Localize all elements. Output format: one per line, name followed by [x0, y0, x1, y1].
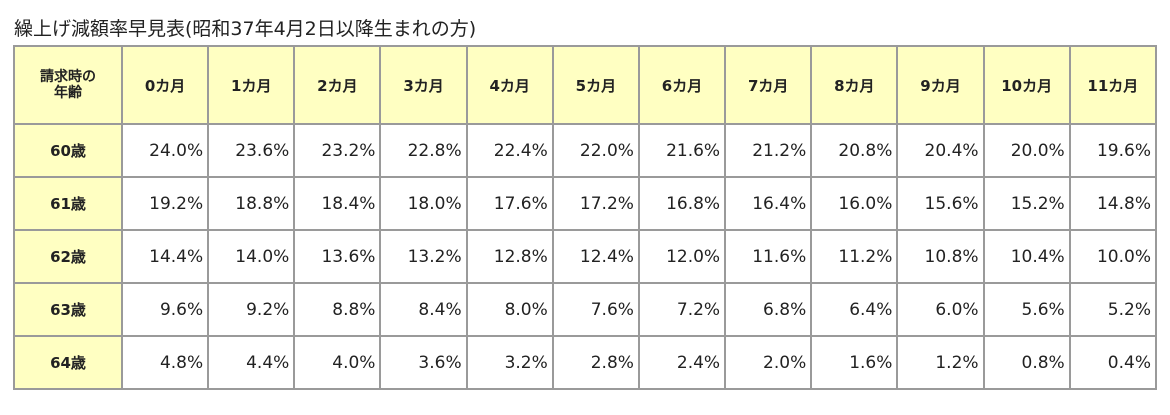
age-cell: 64歳 [13, 335, 123, 390]
header-cell: 7カ月 [724, 45, 813, 125]
rate-cell: 12.4% [551, 229, 640, 284]
age-cell: 62歳 [13, 229, 123, 284]
rate-cell: 20.8% [810, 123, 899, 178]
age-cell: 63歳 [13, 282, 123, 337]
rate-cell: 8.0% [465, 282, 554, 337]
table-body: 60歳 24.0% 23.6% 23.2% 22.8% 22.4% 22.0% 21.6% 21… [13, 123, 1158, 390]
rate-cell: 0.4% [1068, 335, 1158, 390]
rate-cell: 21.2% [724, 123, 813, 178]
rate-cell: 17.2% [551, 176, 640, 231]
rate-cell: 20.4% [896, 123, 985, 178]
header-row: 請求時の年齢 0カ月 1カ月 2カ月 3カ月 4カ月 5カ月 6カ月 7カ月 8カ月 9カ月 10カ月… [13, 45, 1158, 125]
header-cell: 3カ月 [379, 45, 468, 125]
rate-cell: 7.6% [551, 282, 640, 337]
rate-cell: 6.0% [896, 282, 985, 337]
rate-cell: 2.4% [637, 335, 727, 390]
rate-cell: 14.0% [207, 229, 296, 284]
header-cell: 2カ月 [293, 45, 382, 125]
rate-cell: 4.4% [207, 335, 296, 390]
header-cell: 10カ月 [982, 45, 1071, 125]
rate-cell: 24.0% [120, 123, 210, 178]
rate-cell: 14.4% [120, 229, 210, 284]
rate-cell: 3.6% [379, 335, 468, 390]
rate-cell: 22.8% [379, 123, 468, 178]
rate-cell: 0.8% [982, 335, 1071, 390]
rate-cell: 3.2% [465, 335, 554, 390]
rate-cell: 23.2% [293, 123, 382, 178]
rate-cell: 4.8% [120, 335, 210, 390]
rate-cell: 2.0% [724, 335, 813, 390]
table-row: 60歳 24.0% 23.6% 23.2% 22.8% 22.4% 22.0% 21.6% 21… [13, 123, 1158, 178]
rate-cell: 6.8% [724, 282, 813, 337]
rate-cell: 2.8% [551, 335, 640, 390]
header-cell: 5カ月 [551, 45, 640, 125]
rate-cell: 22.0% [551, 123, 640, 178]
rate-cell: 5.6% [982, 282, 1071, 337]
rate-cell: 18.4% [293, 176, 382, 231]
rate-cell: 8.8% [293, 282, 382, 337]
age-cell: 60歳 [13, 123, 123, 178]
rate-cell: 1.2% [896, 335, 985, 390]
rate-cell: 21.6% [637, 123, 727, 178]
rate-cell: 14.8% [1068, 176, 1158, 231]
rate-cell: 7.2% [637, 282, 727, 337]
rate-cell: 6.4% [810, 282, 899, 337]
rate-cell: 17.6% [465, 176, 554, 231]
rate-cell: 11.2% [810, 229, 899, 284]
rate-cell: 8.4% [379, 282, 468, 337]
rate-cell: 9.2% [207, 282, 296, 337]
rate-cell: 10.8% [896, 229, 985, 284]
rate-cell: 16.8% [637, 176, 727, 231]
rate-cell: 13.2% [379, 229, 468, 284]
rate-cell: 18.0% [379, 176, 468, 231]
header-cell: 1カ月 [207, 45, 296, 125]
header-text: 請求時の年齢 [39, 69, 96, 101]
rate-cell: 12.8% [465, 229, 554, 284]
rate-cell: 4.0% [293, 335, 382, 390]
rate-cell: 5.2% [1068, 282, 1158, 337]
header-cell: 9カ月 [896, 45, 985, 125]
rate-cell: 11.6% [724, 229, 813, 284]
rate-cell: 19.2% [120, 176, 210, 231]
table-row: 63歳 9.6% 9.2% 8.8% 8.4% 8.0% 7.6% 7.2% 6.8% 6.4% 6… [13, 282, 1158, 337]
table-row: 62歳 14.4% 14.0% 13.6% 13.2% 12.8% 12.4% 12.0% 11… [13, 229, 1158, 284]
header-cell: 請求時の年齢 [13, 45, 123, 125]
rate-cell: 10.0% [1068, 229, 1158, 284]
rate-cell: 18.8% [207, 176, 296, 231]
rate-cell: 9.6% [120, 282, 210, 337]
header-cell: 4カ月 [465, 45, 554, 125]
table-row: 61歳 19.2% 18.8% 18.4% 18.0% 17.6% 17.2% 16.8% 16… [13, 176, 1158, 231]
header-cell: 11カ月 [1068, 45, 1158, 125]
rate-cell: 20.0% [982, 123, 1071, 178]
rate-cell: 19.6% [1068, 123, 1158, 178]
rate-cell: 23.6% [207, 123, 296, 178]
table-row: 64歳 4.8% 4.4% 4.0% 3.6% 3.2% 2.8% 2.4% 2.0% 1.6% 1… [13, 335, 1158, 390]
title: 繰上げ減額率早見表(昭和37年4月2日以降生まれの方) [14, 18, 477, 40]
header-cell: 8カ月 [810, 45, 899, 125]
rate-cell: 15.6% [896, 176, 985, 231]
rate-cell: 16.0% [810, 176, 899, 231]
age-cell: 61歳 [13, 176, 123, 231]
rate-cell: 13.6% [293, 229, 382, 284]
header-cell: 6カ月 [637, 45, 727, 125]
reduction-table: 請求時の年齢 0カ月 1カ月 2カ月 3カ月 4カ月 5カ月 6カ月 7カ月 8カ月 9カ月 10カ月… [13, 45, 1158, 390]
rate-cell: 1.6% [810, 335, 899, 390]
rate-cell: 15.2% [982, 176, 1071, 231]
header-cell: 0カ月 [120, 45, 210, 125]
rate-cell: 16.4% [724, 176, 813, 231]
rate-cell: 22.4% [465, 123, 554, 178]
rate-cell: 10.4% [982, 229, 1071, 284]
rate-cell: 12.0% [637, 229, 727, 284]
